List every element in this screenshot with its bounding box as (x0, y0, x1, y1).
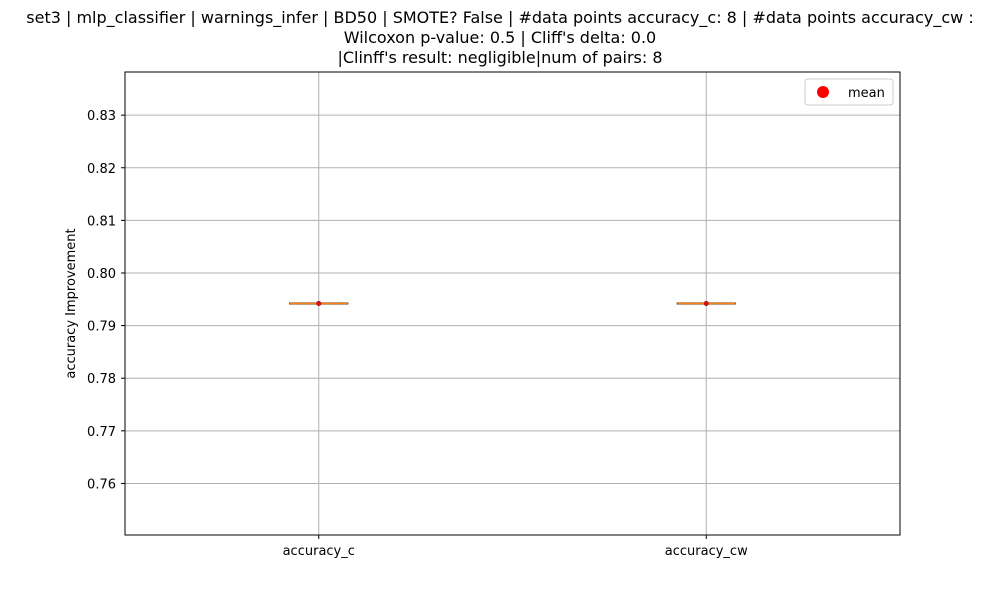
y-tick-label: 0.81 (87, 214, 116, 229)
grid (125, 72, 900, 535)
y-tick-label: 0.79 (87, 320, 116, 335)
legend: mean (804, 78, 894, 106)
y-tick-label: 0.83 (87, 109, 116, 124)
y-tick-label: 0.76 (87, 477, 116, 492)
chart-title-line-1: set3 | mlp_classifier | warnings_infer |… (26, 8, 974, 27)
x-tick-label: accuracy_c (283, 544, 355, 559)
y-tick-label: 0.80 (87, 267, 116, 282)
box-mean-point (316, 300, 322, 306)
plot-frame (124, 71, 901, 536)
y-tick-label: 0.78 (87, 372, 116, 387)
axis-ticks: 0.76 0.77 0.78 0.79 0.80 0.81 0.82 0.83 accuracy… (87, 109, 748, 559)
legend-label-mean: mean (848, 86, 885, 101)
y-tick-label: 0.77 (87, 425, 116, 440)
y-tick-label: 0.82 (87, 162, 116, 177)
x-tick-label: accuracy_cw (665, 544, 748, 559)
legend-mean-marker (817, 86, 829, 98)
chart-title-line-3: |Clinff's result: negligible|num of pair… (337, 48, 663, 67)
plot-data (289, 300, 736, 306)
legend-frame (804, 78, 894, 106)
y-axis-label: accuracy Improvement (64, 228, 79, 378)
chart-title-line-2: Wilcoxon p-value: 0.5 | Cliff's delta: 0… (343, 28, 657, 47)
box-mean-point (703, 300, 709, 306)
